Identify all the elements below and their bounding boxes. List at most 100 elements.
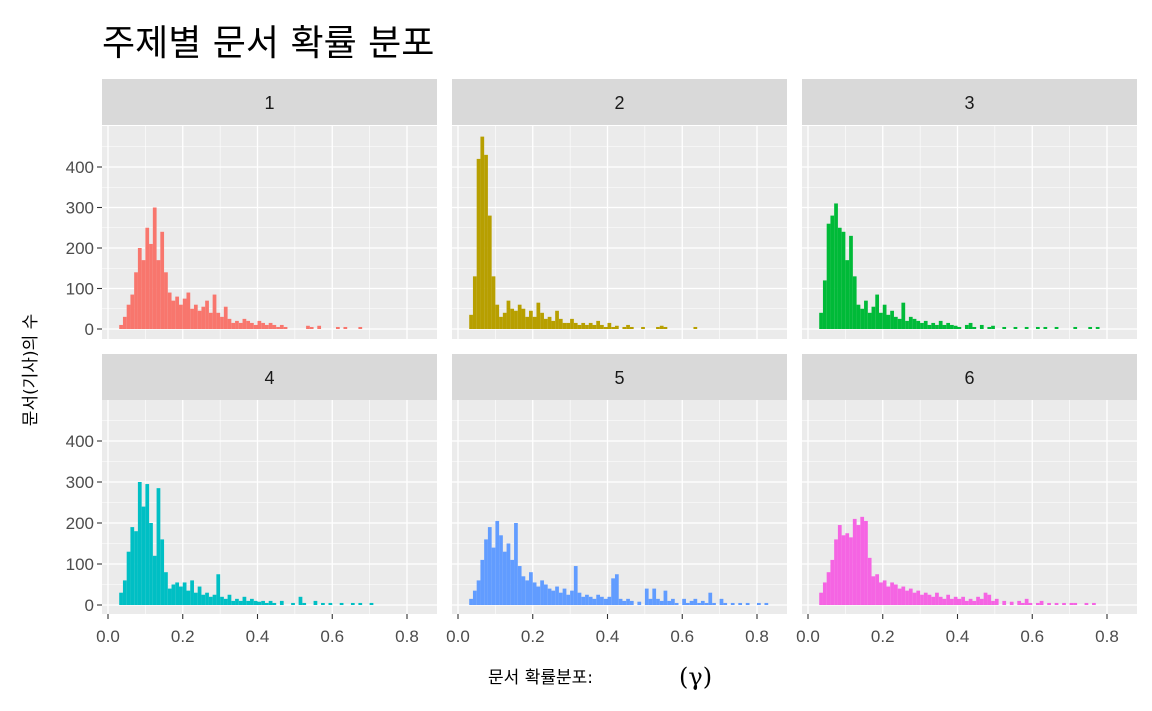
histogram-bar — [719, 598, 724, 605]
histogram-bar — [641, 326, 645, 329]
histogram-bar — [525, 580, 530, 605]
histogram-bar — [871, 306, 876, 329]
histogram-bar — [562, 322, 567, 329]
histogram-bar — [164, 572, 168, 605]
facet-strip-2 — [452, 79, 787, 125]
plot-background — [802, 126, 1137, 339]
histogram-bar — [1021, 602, 1025, 605]
histogram-bar — [834, 203, 838, 329]
histogram-bar — [614, 325, 619, 329]
histogram-bar — [611, 578, 615, 605]
histogram-bar — [167, 588, 172, 605]
histogram-bar — [596, 320, 601, 329]
x-tick-label: 0.6 — [320, 627, 344, 646]
histogram-bar — [1047, 602, 1051, 605]
histogram-bar — [987, 326, 992, 329]
histogram-bar — [581, 322, 586, 329]
histogram-bar — [369, 602, 374, 605]
histogram-bar — [916, 320, 921, 329]
histogram-bar — [849, 235, 853, 329]
histogram-bar — [358, 326, 363, 329]
histogram-bar — [502, 551, 507, 605]
histogram-bar — [264, 324, 269, 329]
histogram-bar — [186, 292, 191, 329]
histogram-bar — [328, 602, 333, 605]
histogram-bar — [472, 276, 477, 329]
histogram-bar — [890, 310, 894, 329]
histogram-bar — [298, 596, 303, 605]
y-tick-label: 200 — [66, 514, 94, 533]
histogram-bar — [964, 324, 969, 329]
histogram-bar — [182, 298, 187, 329]
histogram-bar — [279, 324, 284, 329]
histogram-bar — [279, 600, 284, 605]
histogram-bar — [171, 300, 176, 329]
histogram-bar — [1073, 602, 1078, 605]
histogram-bar — [231, 322, 236, 329]
histogram-bar — [134, 531, 138, 605]
histogram-bar — [1092, 602, 1096, 605]
histogram-bar — [283, 326, 288, 329]
histogram-bar — [350, 602, 355, 605]
histogram-bar — [339, 602, 344, 605]
histogram-bar — [521, 576, 526, 605]
histogram-bar — [179, 586, 183, 605]
histogram-bar — [704, 602, 709, 605]
histogram-bar — [946, 322, 951, 329]
histogram-bar — [235, 598, 239, 605]
x-axis-title-symbol: (γ) — [679, 663, 712, 691]
histogram-bar — [573, 322, 578, 329]
x-tick-label: 0.0 — [446, 627, 470, 646]
histogram-bar — [205, 592, 209, 605]
histogram-bar — [529, 572, 533, 605]
x-tick-label: 0.8 — [395, 627, 419, 646]
histogram-bar — [484, 539, 488, 605]
histogram-bar — [1039, 600, 1044, 605]
histogram-bar — [573, 566, 578, 605]
histogram-bar — [186, 590, 191, 605]
histogram-bar — [693, 598, 698, 605]
histogram-bar — [644, 588, 649, 605]
histogram-bar — [961, 596, 965, 605]
histogram-bar — [317, 325, 322, 329]
y-tick-label: 200 — [66, 239, 94, 258]
histogram-bar — [916, 590, 921, 605]
facet-strip-5 — [452, 354, 787, 400]
histogram-bar — [618, 598, 623, 605]
facet-panel-1: 1 — [102, 79, 437, 339]
histogram-bar — [201, 594, 206, 605]
facet-strip-label: 4 — [264, 368, 274, 388]
x-tick-label: 0.6 — [1020, 627, 1044, 646]
histogram-bar — [957, 326, 962, 329]
histogram-bar — [938, 320, 943, 329]
histogram-bar — [1069, 602, 1074, 605]
histogram-bar — [585, 324, 589, 329]
histogram-bar — [592, 598, 597, 605]
histogram-bar — [261, 600, 265, 605]
histogram-bar — [197, 310, 202, 329]
histogram-bar — [558, 592, 563, 605]
histogram-bar — [216, 574, 221, 605]
x-tick-label: 0.0 — [96, 627, 120, 646]
histogram-bar — [901, 302, 906, 329]
histogram-bar — [1084, 602, 1089, 605]
histogram-bar — [886, 314, 891, 329]
histogram-bar — [822, 280, 827, 329]
x-tick-label: 0.4 — [596, 627, 620, 646]
histogram-bar — [212, 594, 217, 605]
histogram-bar — [309, 326, 314, 329]
histogram-bar — [480, 136, 485, 329]
histogram-bar — [472, 590, 477, 605]
histogram-bar — [830, 215, 835, 329]
histogram-bar — [253, 324, 258, 329]
histogram-bar — [547, 588, 552, 605]
histogram-bar — [994, 598, 999, 605]
histogram-bar — [667, 600, 672, 605]
histogram-bar — [942, 324, 947, 329]
histogram-bar — [152, 555, 157, 605]
histogram-bar — [246, 320, 251, 329]
x-axis-title: 문서 확률분포: — [488, 668, 593, 688]
histogram-bar — [685, 602, 690, 605]
histogram-bar — [358, 602, 363, 605]
histogram-bar — [532, 582, 537, 605]
